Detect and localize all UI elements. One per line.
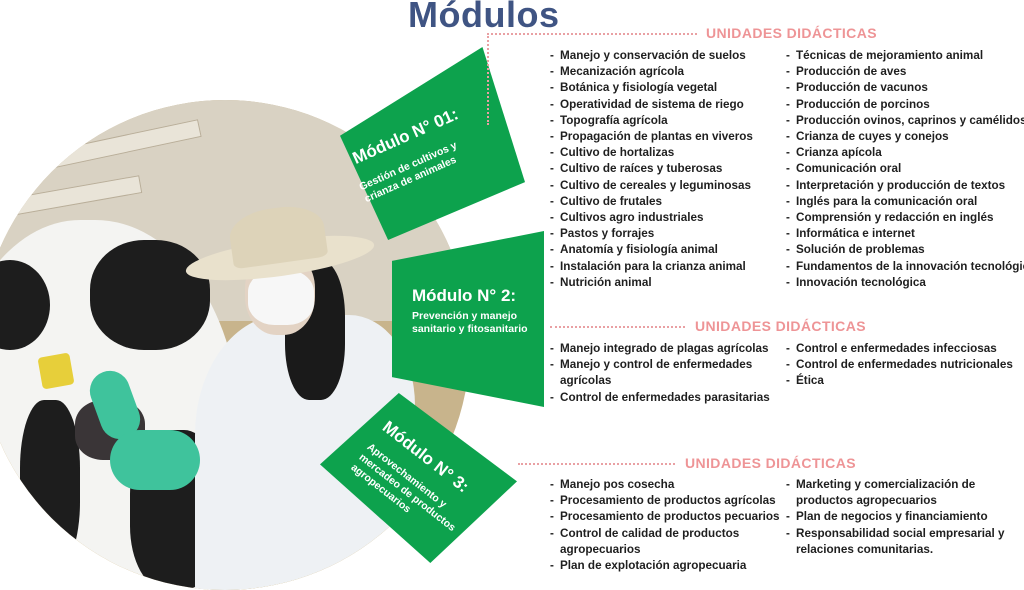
list-item: Producción ovinos, caprinos y camélidos [785,113,1024,129]
list-item: Interpretación y producción de textos [785,178,1024,194]
connector-3 [518,463,675,465]
list-item: Plan de explotación agropecuaria [549,558,780,574]
unidades-heading-3: UNIDADES DIDÁCTICAS [685,455,856,471]
list-item: Mecanización agrícola [549,64,753,80]
list-item: Informática e internet [785,226,1024,242]
list-item: Control de enfermedades parasitarias [549,390,770,406]
list-item: Botánica y fisiología vegetal [549,80,753,96]
module-2-subtitle-line: sanitario y fitosanitario [412,323,528,335]
list-item: Comprensión y redacción en inglés [785,210,1024,226]
list-item: Pastos y forrajes [549,226,753,242]
list-item: Solución de problemas [785,242,1024,258]
list-item: Producción de vacunos [785,80,1024,96]
list-item: Cultivo de raíces y tuberosas [549,161,753,177]
module-1-units-col2: Técnicas de mejoramiento animal Producci… [785,48,1024,291]
list-item: Producción de aves [785,64,1024,80]
list-item: Manejo pos cosecha [549,477,780,493]
connector-2 [550,326,685,328]
list-item: Crianza de cuyes y conejos [785,129,1024,145]
list-item: Topografía agrícola [549,113,753,129]
module-2-title: Módulo N° 2: [412,286,517,305]
list-item: Marketing y comercialización de producto… [785,477,986,509]
module-2-wedge [392,231,544,407]
module-2-subtitle: Prevención y manejo sanitario y fitosani… [412,310,528,336]
connector-1 [487,33,697,35]
list-item: Control e enfermedades infecciosas [785,341,1013,357]
list-item: Cultivo de cereales y leguminosas [549,178,753,194]
list-item: Técnicas de mejoramiento animal [785,48,1024,64]
list-item: Control de calidad de productos agropecu… [549,526,740,558]
list-item: Comunicación oral [785,161,1024,177]
list-item: Procesamiento de productos agrícolas [549,493,780,509]
list-item: Producción de porcinos [785,97,1024,113]
list-item: Operatividad de sistema de riego [549,97,753,113]
module-3-units-col1: Manejo pos cosecha Procesamiento de prod… [549,477,780,574]
list-item: Cultivo de hortalizas [549,145,753,161]
list-item: Procesamiento de productos pecuarios [549,509,780,525]
list-item: Manejo integrado de plagas agrícolas [549,341,770,357]
list-item: Ética [785,373,1013,389]
list-item: Inglés para la comunicación oral [785,194,1024,210]
list-item: Anatomía y fisiología animal [549,242,753,258]
unidades-heading-2: UNIDADES DIDÁCTICAS [695,318,866,334]
list-item: Manejo y conservación de suelos [549,48,753,64]
list-item: Cultivo de frutales [549,194,753,210]
module-2-units-col1: Manejo integrado de plagas agrícolas Man… [549,341,770,406]
list-item: Fundamentos de la innovación tecnológica [785,259,1024,275]
list-item: Cultivos agro industriales [549,210,753,226]
page-title: Módulos [408,0,560,35]
unidades-heading-1: UNIDADES DIDÁCTICAS [706,25,877,41]
list-item: Control de enfermedades nutricionales [785,357,1013,373]
list-item: Manejo y control de enfermedades agrícol… [549,357,760,389]
module-2-subtitle-line: Prevención y manejo [412,310,518,322]
list-item: Innovación tecnológica [785,275,1024,291]
list-item: Propagación de plantas en viveros [549,129,753,145]
connector-1-vertical [487,33,489,125]
list-item: Instalación para la crianza animal [549,259,753,275]
list-item: Crianza apícola [785,145,1024,161]
module-1-units-col1: Manejo y conservación de suelos Mecaniza… [549,48,753,291]
module-2-units-col2: Control e enfermedades infecciosas Contr… [785,341,1013,390]
list-item: Plan de negocios y financiamiento [785,509,1006,525]
list-item: Responsabilidad social empresarial y rel… [785,526,1006,558]
list-item: Nutrición animal [549,275,753,291]
module-3-units-col2: Marketing y comercialización de producto… [785,477,1006,558]
